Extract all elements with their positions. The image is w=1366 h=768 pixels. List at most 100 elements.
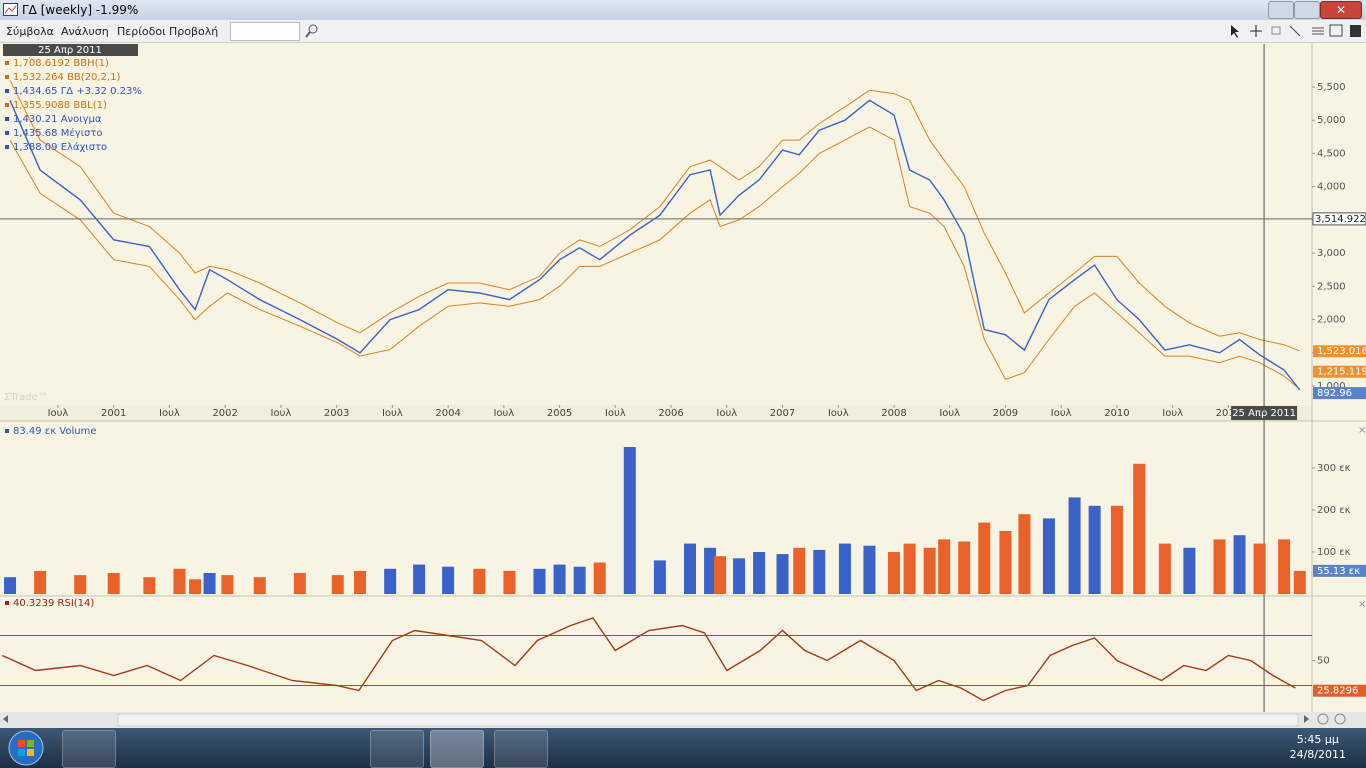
clock-time: 5:45 μμ [1296, 733, 1339, 746]
y-tick-label: 2,500 [1317, 281, 1346, 292]
taskbar-app[interactable] [494, 730, 548, 768]
volume-bar [74, 575, 87, 594]
volume-bar [34, 570, 47, 594]
x-tick-label: Ιουλ [716, 408, 737, 419]
volume-bar [1133, 463, 1146, 594]
last-value-box [1313, 345, 1366, 358]
volume-bar [887, 552, 900, 594]
series-line [9, 126, 1301, 390]
volume-bar [107, 573, 120, 594]
legend-swatch [5, 89, 9, 93]
y-tick-label: 4,000 [1317, 182, 1346, 193]
watermark: ΣTrade™ [4, 392, 48, 403]
x-tick-label: 2002 [212, 408, 237, 419]
minimize-button[interactable] [1268, 1, 1294, 19]
legend-entry: 1,388.09 Ελάχιστο [13, 141, 107, 153]
cursor-date-box [3, 44, 138, 56]
volume-bar [776, 554, 789, 594]
zoom-in[interactable] [1334, 713, 1346, 725]
x-tick-label: Ιουλ [48, 408, 69, 419]
legend-swatch [5, 601, 9, 605]
clock[interactable]: 5:45 μμ 24/8/2011 [1290, 732, 1346, 762]
search-box[interactable] [230, 22, 300, 41]
scroll-thumb[interactable] [117, 713, 1299, 727]
volume-bar [573, 566, 586, 594]
last-value-label: 1,215.119 [1317, 367, 1366, 378]
taskbar-app[interactable] [122, 730, 174, 766]
volume-bar [473, 568, 486, 594]
close-panel[interactable]: × [1358, 425, 1366, 436]
series-line [1, 617, 1296, 702]
legend-entry: 40.3239 RSI(14) [13, 598, 94, 609]
close-panel[interactable]: × [1358, 599, 1366, 610]
start-button[interactable] [4, 728, 48, 768]
volume-bar [753, 552, 766, 594]
volume-bar [143, 577, 156, 594]
x-tick-label: Ιουλ [1051, 408, 1072, 419]
taskbar-app[interactable] [246, 730, 298, 766]
volume-bar [1088, 505, 1101, 594]
volume-bar [1213, 539, 1226, 594]
legend-entry: 1,434.65 ΓΔ +3.32 0.23% [13, 86, 142, 97]
maximize-button[interactable] [1294, 1, 1320, 19]
volume-bar [623, 447, 636, 594]
menu-item[interactable]: Σύμβολα [6, 25, 54, 38]
taskbar-app[interactable] [184, 730, 236, 766]
volume-bar [503, 570, 516, 594]
x-tick-label: Ιουλ [939, 408, 960, 419]
cursor-axis-box [1231, 406, 1298, 420]
menu-item[interactable]: Προβολή [169, 25, 219, 38]
legend-entry: 1,430.21 Ανοιγμα [13, 114, 102, 125]
zoom-out[interactable] [1317, 713, 1329, 725]
y-tick-label: 5,000 [1317, 115, 1346, 126]
toolbar[interactable] [1226, 21, 1366, 41]
volume-bar [923, 547, 936, 594]
taskbar-app[interactable] [430, 730, 484, 768]
volume-bar [533, 568, 546, 594]
legend-swatch [5, 75, 9, 79]
x-tick-label: 2009 [993, 408, 1018, 419]
volume-bar [714, 556, 727, 594]
volume-bar [903, 543, 916, 594]
last-value-label: 25.8296 [1317, 686, 1358, 697]
y-tick-label: 1,000 [1317, 381, 1346, 392]
search-icon[interactable] [305, 24, 319, 38]
y-tick-label: 4,500 [1317, 148, 1346, 159]
menu-item[interactable]: Περίοδοι [117, 25, 166, 38]
x-tick-label: Ιουλ [159, 408, 180, 419]
legend-entry: 1,532.264 BB(20,2,1) [13, 72, 121, 83]
volume-bar [1183, 547, 1196, 594]
volume-bar [253, 577, 266, 594]
volume-bar [653, 560, 666, 594]
taskbar-app[interactable] [62, 730, 116, 768]
volume-bar [793, 547, 806, 594]
menu-item[interactable]: Ανάλυση [61, 25, 109, 38]
close-button[interactable]: ✕ [1320, 1, 1362, 19]
volume-bar [442, 566, 455, 594]
last-value-label: 1,523.016 [1317, 346, 1366, 357]
volume-bar [203, 573, 216, 594]
taskbar-app[interactable] [308, 730, 360, 766]
x-tick-label: Ιουλ [382, 408, 403, 419]
volume-bar [1253, 543, 1266, 594]
volume-bar [331, 575, 344, 594]
legend-swatch [5, 103, 9, 107]
x-tick-label: 2006 [658, 408, 683, 419]
x-tick-label: 2001 [101, 408, 126, 419]
taskbar-app[interactable] [370, 730, 424, 768]
legend-swatch [5, 145, 9, 149]
volume-bar [384, 568, 397, 594]
cursor-axis-label: 25 Απρ 2011 [1232, 408, 1296, 419]
volume-bar [733, 558, 746, 594]
y-tick-label: 300 εκ [1317, 463, 1351, 474]
legend-swatch [5, 131, 9, 135]
title-bar: ΓΔ [weekly] -1.99% ✕ [0, 0, 1366, 20]
x-tick-label: 2005 [547, 408, 572, 419]
legend-entry: 83.49 εκ Volume [13, 426, 96, 437]
volume-bar [1110, 505, 1123, 594]
x-tick-label: Ιουλ [1162, 408, 1183, 419]
x-tick-label: 2010 [1104, 408, 1129, 419]
y-tick-label: 100 εκ [1317, 547, 1351, 558]
volume-bar [1233, 535, 1246, 594]
legend-entry: 1,355.9088 BBL(1) [13, 100, 107, 111]
